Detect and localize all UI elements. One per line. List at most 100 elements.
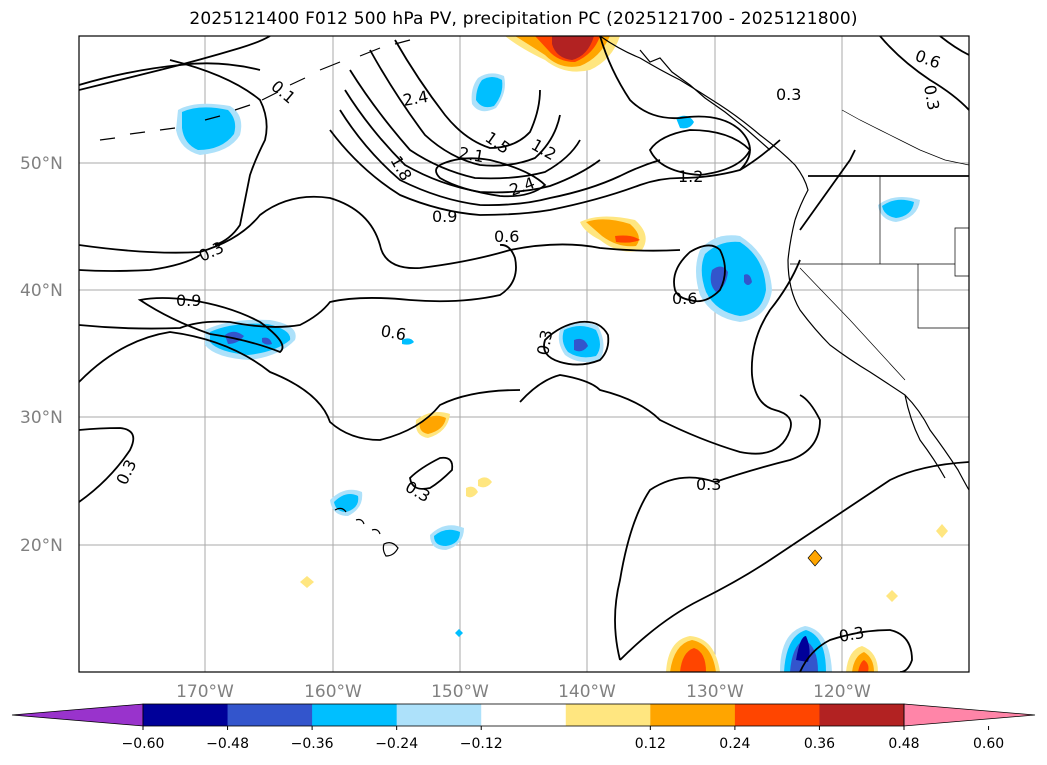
lon-label-140w: 140°W — [558, 682, 616, 702]
contour-label: 0.6 — [494, 227, 519, 246]
colorbar-segment — [396, 704, 482, 726]
contour-1.8-jet — [349, 69, 581, 180]
contour-label: 0.3 — [533, 328, 556, 356]
contour-label: 1.2 — [678, 167, 703, 186]
border-state-5 — [954, 227, 969, 277]
precip-blob-gulf-alaska — [505, 36, 620, 72]
precip-blob-blue-bottom — [780, 626, 832, 672]
contour-0.3-far-north — [79, 62, 261, 86]
precip-blob-gulf-north — [471, 73, 505, 112]
colorbar-tick-label: 0.24 — [719, 736, 750, 752]
contour-0.6-east — [673, 244, 726, 303]
contour-1.2-east-ring — [648, 129, 752, 176]
colorbar-extend-low — [11, 703, 144, 727]
contour-0.3-ring — [543, 320, 610, 366]
contour-0.3-mid — [79, 331, 521, 441]
precip-blob-orange-30n — [415, 412, 450, 438]
contour-0.3-south — [614, 394, 821, 661]
contour-0.1-north — [79, 36, 271, 91]
contour-0.9-west — [137, 297, 284, 354]
border-canada-prov — [841, 109, 969, 166]
pv-contours — [79, 36, 969, 672]
precip-anomalies — [176, 36, 948, 672]
contour-0.1 — [169, 59, 268, 246]
border-state-4 — [799, 267, 906, 381]
precip-blob-orange-bottom — [666, 636, 720, 672]
contour-0.3-bottom — [799, 629, 913, 672]
contour-0.9-jet — [329, 129, 781, 216]
colorbar-segment — [143, 704, 229, 726]
contour-0.3-northwest — [79, 254, 201, 272]
gridlines — [79, 36, 969, 672]
precip-blob-diamond-2 — [936, 524, 948, 538]
lon-label-150w: 150°W — [431, 682, 489, 702]
contour-0.3-east — [519, 259, 801, 455]
contour-0.6-west — [79, 244, 517, 330]
precip-blob-yellow-25n-b — [478, 477, 492, 488]
longitude-labels: 170°W 160°W 150°W 140°W 130°W 120°W — [176, 682, 871, 702]
chart-title: 2025121400 F012 500 hPa PV, precipitatio… — [189, 9, 858, 29]
precip-blob-tiny-13n — [455, 629, 463, 637]
coastlines — [99, 36, 969, 557]
border-thick — [799, 149, 856, 231]
colorbar-frame — [142, 703, 905, 727]
colorbar-tick-label: 0.36 — [804, 736, 835, 752]
precip-blob-diamond-1 — [807, 549, 823, 567]
colorbar-tick-label: 0.48 — [888, 736, 919, 752]
contour-label: 0.6 — [379, 321, 407, 344]
colorbar-extend-high — [903, 703, 1036, 727]
contour-1.2-east — [599, 36, 751, 171]
latitude-labels: 50°N 40°N 30°N 20°N — [20, 154, 63, 556]
contour-label: 0.6 — [672, 289, 697, 308]
contour-0.3-ne — [879, 36, 969, 111]
contour-label: 2.4 — [401, 87, 429, 110]
colorbar-tick-label: −0.24 — [375, 736, 418, 752]
colorbar-tick-label: −0.36 — [291, 736, 334, 752]
contour-label: 0.3 — [837, 623, 865, 646]
precip-blob-tiny-155w — [402, 338, 414, 345]
contour-1.2-jet — [339, 109, 661, 207]
colorbar-tick-label: −0.12 — [460, 736, 503, 752]
coast-us-west — [787, 219, 969, 491]
colorbar-segment — [565, 704, 651, 726]
map-frame — [78, 35, 970, 673]
lat-label-50n: 50°N — [20, 154, 63, 174]
lon-label-120w: 120°W — [813, 682, 871, 702]
colorbar-segment — [481, 704, 567, 726]
contour-label: 2.1 — [457, 143, 485, 166]
lat-label-30n: 30°N — [20, 408, 63, 428]
lon-label-170w: 170°W — [176, 682, 234, 702]
contour-label: 0.3 — [696, 475, 721, 494]
coast-alaska-canada — [599, 36, 809, 221]
contour-label: 0.9 — [176, 291, 201, 310]
colorbar-segment — [227, 704, 313, 726]
contour-2.4-jet — [394, 39, 541, 149]
precip-blob-blue-inland — [878, 196, 920, 222]
precip-blob-orange-bottom-east — [846, 646, 878, 672]
contour-0.6-ne — [939, 36, 969, 56]
precip-blob-yellow-25n-a — [466, 486, 478, 498]
contour-label: 0.9 — [432, 207, 457, 226]
colorbar-tick-label: −0.60 — [122, 736, 165, 752]
precip-blob-blue-40n — [696, 235, 772, 322]
contour-2.4-core — [435, 157, 547, 198]
precip-blob-diamond-3 — [886, 590, 898, 602]
coast-aleutians — [99, 39, 411, 141]
coast-hawaii — [334, 507, 399, 557]
precip-blob-small-coast — [676, 115, 694, 129]
coast-alaska-islands — [639, 49, 771, 151]
lat-label-40n: 40°N — [20, 281, 63, 301]
contour-0.3-small-1 — [409, 456, 454, 490]
precip-blob-yellow-17n — [300, 576, 314, 588]
colorbar-tick-label: 0.12 — [635, 736, 666, 752]
coast-baja — [904, 394, 946, 479]
lat-label-20n: 20°N — [20, 536, 63, 556]
colorbar: −0.60 −0.48 −0.36 −0.24 −0.12 0.12 0.24 0.36 0.4… — [11, 703, 1036, 752]
border-state-3 — [917, 264, 969, 329]
contour-0.3-southeast — [619, 461, 969, 661]
contour-label: 0.3 — [920, 83, 943, 111]
contour-2.1-jet — [369, 49, 561, 167]
precip-blob-blue-37n-east — [558, 322, 604, 363]
precip-blob-orange-44n — [580, 216, 646, 252]
